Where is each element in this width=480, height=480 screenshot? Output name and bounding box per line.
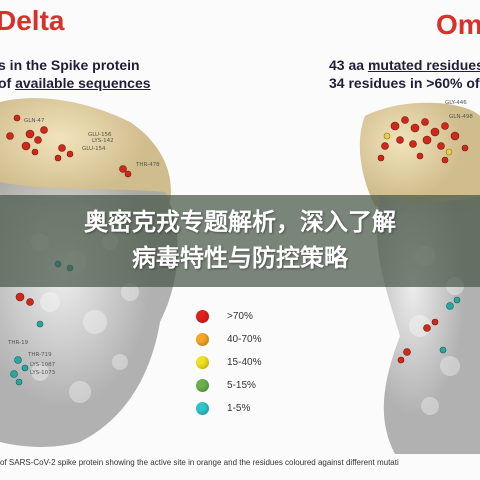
legend-label: 40-70% <box>227 334 262 345</box>
legend-label: 5-15% <box>227 380 256 391</box>
omicron-caption-prefix: 43 aa <box>329 57 368 73</box>
delta-caption-prefix: of <box>0 75 12 91</box>
delta-residue-label: LYS-1087 <box>30 362 56 368</box>
omicron-residue-label: GLN-498 <box>449 114 473 120</box>
legend-label: >70% <box>227 311 253 322</box>
delta-residue-label: THR-719 <box>27 352 52 358</box>
legend-dot <box>196 402 209 415</box>
delta-residue-label: LYS-142 <box>92 138 114 144</box>
delta-caption-emph: available sequences <box>15 75 151 91</box>
legend-row-3: 15-40% <box>196 351 306 374</box>
legend-label: 1-5% <box>227 403 251 414</box>
legend-row-1: >70% <box>196 305 306 328</box>
delta-caption: s in the Spike protein of available sequ… <box>0 56 151 92</box>
legend-dot <box>196 333 209 346</box>
title-banner: 奥密克戎专题解析，深入了解 病毒特性与防控策略 <box>0 195 480 287</box>
delta-caption-line1: s in the Spike protein <box>0 57 140 73</box>
legend-row-2: 40-70% <box>196 328 306 351</box>
delta-heading: Delta <box>0 5 65 36</box>
omicron-caption-emph: mutated residues <box>367 57 480 73</box>
legend-dot <box>196 310 209 323</box>
legend-row-4: 5-15% <box>196 374 306 397</box>
delta-caption-line2: of available sequences <box>0 74 151 92</box>
legend-dot <box>196 379 209 392</box>
omicron-caption: 43 aa mutated residues 34 residues in >6… <box>329 56 480 92</box>
delta-residue-label: THR-19 <box>7 340 29 346</box>
banner-title-line2: 病毒特性与防控策略 <box>132 244 348 272</box>
omicron-heading: Omi <box>436 9 480 40</box>
frequency-legend: >70% 40-70% 15-40% 5-15% 1-5% <box>196 305 306 420</box>
delta-residue-label: LYS-1073 <box>30 370 56 376</box>
delta-residue-label: GLN-47 <box>24 118 45 124</box>
legend-dot <box>196 356 209 369</box>
legend-row-5: 1-5% <box>196 397 306 420</box>
banner-title-line1: 奥密克戎专题解析，深入了解 <box>84 208 396 236</box>
delta-residue-label: GLU-156 <box>88 132 112 138</box>
omicron-residue-label: GLY-446 <box>445 100 467 106</box>
legend-label: 15-40% <box>227 357 262 368</box>
omicron-caption-line2: 34 residues in >60% of <box>329 75 480 91</box>
delta-residue-label: GLU-154 <box>82 146 106 152</box>
delta-residue-label: THR-478 <box>135 162 160 168</box>
figure-footnote: of SARS-CoV-2 spike protein showing the … <box>0 458 399 467</box>
omicron-caption-line1: 43 aa mutated residues <box>329 56 480 74</box>
